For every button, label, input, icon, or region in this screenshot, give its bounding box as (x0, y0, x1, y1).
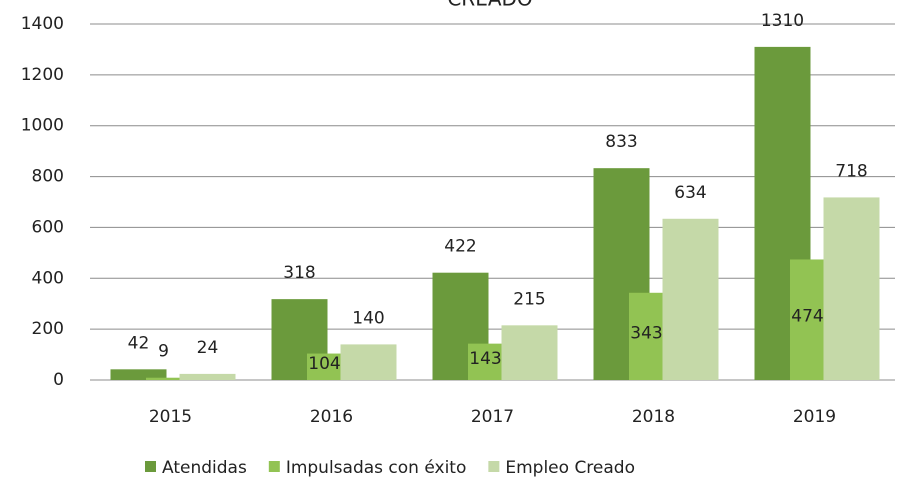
data-label: 104 (308, 354, 340, 374)
data-label: 42 (128, 333, 150, 353)
data-label: 140 (352, 308, 384, 328)
y-tick-label: 200 (32, 319, 64, 339)
y-tick-label: 600 (32, 217, 64, 237)
bar (662, 218, 719, 380)
x-tick-label: 2017 (471, 407, 514, 427)
bar (340, 344, 397, 380)
data-label: 833 (605, 132, 637, 152)
y-tick-label: 1000 (21, 116, 64, 136)
bar (790, 259, 825, 380)
bar (823, 197, 880, 380)
legend-label: Empleo Creado (505, 458, 635, 478)
data-label: 634 (674, 183, 706, 203)
legend-swatch (145, 461, 156, 472)
data-label: 9 (158, 342, 169, 362)
data-label: 215 (513, 289, 545, 309)
data-label: 422 (444, 237, 476, 257)
legend-swatch (488, 461, 500, 472)
data-label: 24 (197, 338, 219, 358)
data-label: 343 (630, 323, 662, 343)
data-label: 474 (791, 307, 823, 327)
data-label: 318 (283, 263, 315, 283)
y-tick-label: 1400 (21, 14, 64, 34)
bar (146, 377, 181, 380)
bar (501, 325, 558, 380)
legend-label: Atendidas (162, 458, 247, 478)
bar (629, 292, 664, 380)
bar (468, 343, 503, 380)
x-tick-label: 2015 (149, 407, 192, 427)
bar (307, 353, 342, 380)
data-label: 1310 (761, 11, 804, 31)
x-tick-label: 2016 (310, 407, 353, 427)
bar (110, 369, 167, 380)
legend-label: Impulsadas con éxito (286, 458, 467, 478)
y-tick-label: 800 (32, 167, 64, 187)
y-tick-label: 1200 (21, 65, 64, 85)
legend-swatch (268, 461, 280, 472)
data-label: 143 (469, 349, 501, 369)
bar (179, 373, 236, 380)
x-tick-label: 2019 (793, 407, 836, 427)
y-tick-label: 0 (53, 370, 64, 390)
data-label: 718 (835, 161, 867, 181)
y-tick-label: 400 (32, 268, 64, 288)
chart-title: CREADO (447, 0, 532, 11)
x-tick-label: 2018 (632, 407, 675, 427)
